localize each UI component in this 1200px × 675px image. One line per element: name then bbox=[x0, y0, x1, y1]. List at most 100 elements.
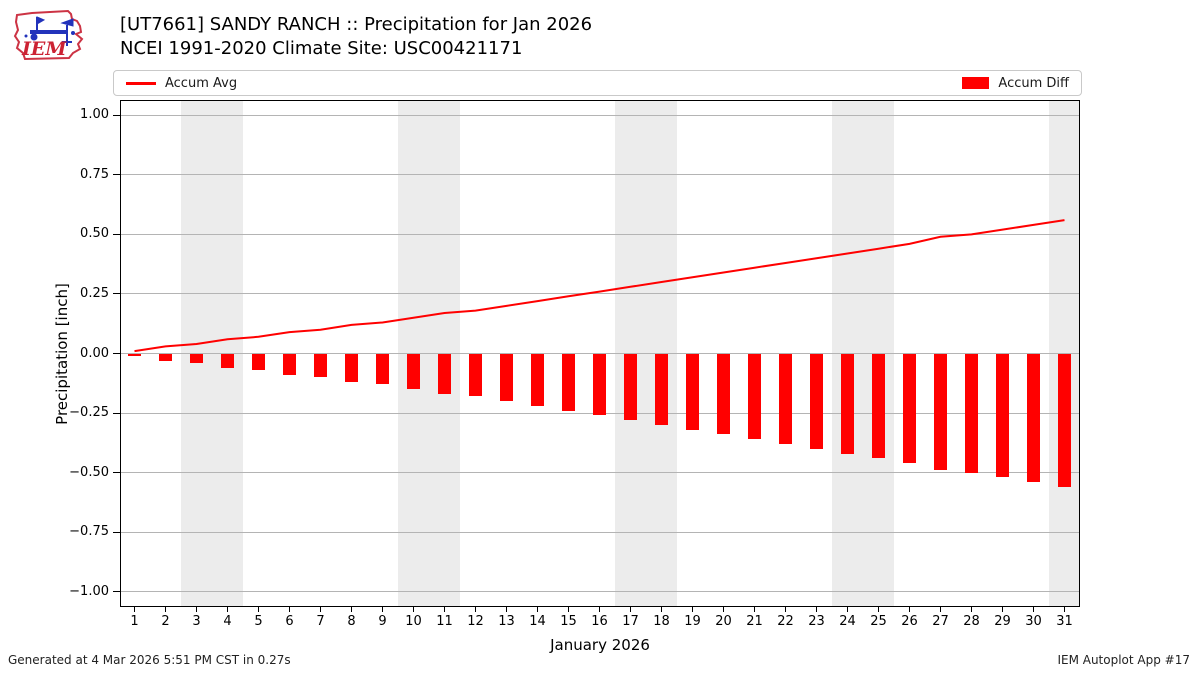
y-tick-mark bbox=[113, 531, 120, 533]
accum-diff-bar bbox=[562, 353, 575, 411]
x-tick-mark bbox=[289, 607, 290, 612]
gridline bbox=[121, 531, 1079, 533]
x-tick-mark bbox=[351, 607, 352, 612]
y-tick-mark bbox=[113, 353, 120, 354]
legend-accum-diff-label: Accum Diff bbox=[998, 75, 1069, 91]
x-tick-label: 9 bbox=[378, 614, 387, 629]
accum-diff-bar bbox=[283, 353, 296, 375]
accum-diff-bar bbox=[314, 353, 327, 378]
footer-app-text: IEM Autoplot App #17 bbox=[1057, 653, 1190, 667]
y-tick-label: −1.00 bbox=[69, 583, 109, 599]
x-tick-mark bbox=[413, 607, 414, 612]
x-tick-label: 14 bbox=[529, 614, 546, 629]
x-tick-mark bbox=[971, 607, 972, 612]
accum-diff-bar bbox=[934, 353, 947, 471]
accum-avg-line bbox=[134, 219, 1065, 353]
x-tick-label: 23 bbox=[808, 614, 825, 629]
x-tick-mark bbox=[723, 607, 724, 612]
x-tick-mark bbox=[785, 607, 786, 612]
iem-logo: IEM bbox=[13, 9, 84, 61]
gridline bbox=[121, 233, 1079, 235]
x-tick-label: 25 bbox=[870, 614, 887, 629]
y-tick-mark bbox=[113, 412, 120, 414]
accum-diff-bar bbox=[190, 353, 203, 364]
accum-diff-bars-layer bbox=[121, 101, 1079, 606]
legend: Accum Avg Accum Diff bbox=[113, 70, 1082, 96]
y-axis-label: Precipitation [inch] bbox=[53, 283, 71, 425]
x-tick-label: 28 bbox=[963, 614, 980, 629]
footer-generated-text: Generated at 4 Mar 2026 5:51 PM CST in 0… bbox=[8, 653, 291, 667]
x-tick-label: 8 bbox=[347, 614, 356, 629]
y-tick-mark bbox=[113, 293, 120, 295]
accum-avg-line-swatch-icon bbox=[126, 81, 156, 85]
accum-diff-bar bbox=[624, 353, 637, 421]
x-tick-mark bbox=[878, 607, 879, 612]
accum-diff-bar bbox=[500, 353, 513, 402]
accum-diff-bar bbox=[810, 353, 823, 449]
accum-diff-bar bbox=[903, 353, 916, 464]
accum-diff-bar bbox=[1027, 353, 1040, 483]
x-tick-label: 13 bbox=[498, 614, 515, 629]
gridline bbox=[121, 174, 1079, 176]
accum-diff-bar bbox=[717, 353, 730, 435]
x-tick-label: 18 bbox=[653, 614, 670, 629]
x-tick-mark bbox=[661, 607, 662, 612]
accum-diff-bar bbox=[655, 353, 668, 425]
gridline bbox=[121, 591, 1079, 593]
x-tick-mark bbox=[382, 607, 383, 612]
x-tick-mark bbox=[134, 607, 135, 612]
x-tick-mark bbox=[568, 607, 569, 612]
x-tick-label: 7 bbox=[316, 614, 325, 629]
x-tick-label: 30 bbox=[1025, 614, 1042, 629]
weather-station-icon bbox=[24, 16, 75, 46]
x-axis-label: January 2026 bbox=[550, 636, 650, 654]
x-tick-label: 20 bbox=[715, 614, 732, 629]
x-tick-label: 11 bbox=[436, 614, 453, 629]
accum-diff-bar bbox=[531, 353, 544, 406]
x-tick-label: 12 bbox=[467, 614, 484, 629]
y-tick-label: 0.25 bbox=[80, 285, 109, 301]
x-tick-mark bbox=[847, 607, 848, 612]
legend-accum-avg-label: Accum Avg bbox=[165, 75, 238, 91]
x-tick-mark bbox=[599, 607, 600, 612]
accum-diff-bar bbox=[593, 353, 606, 416]
x-tick-label: 24 bbox=[839, 614, 856, 629]
y-tick-label: 1.00 bbox=[80, 107, 109, 123]
x-tick-label: 21 bbox=[746, 614, 763, 629]
x-tick-label: 4 bbox=[223, 614, 232, 629]
legend-accum-avg: Accum Avg bbox=[126, 76, 237, 91]
accum-diff-bar bbox=[128, 353, 141, 356]
chart-title: [UT7661] SANDY RANCH :: Precipitation fo… bbox=[120, 14, 593, 35]
x-tick-label: 29 bbox=[994, 614, 1011, 629]
y-tick-label: −0.25 bbox=[69, 405, 109, 421]
x-tick-label: 26 bbox=[901, 614, 918, 629]
x-tick-label: 22 bbox=[777, 614, 794, 629]
y-tick-label: −0.75 bbox=[69, 524, 109, 540]
x-tick-label: 5 bbox=[254, 614, 263, 629]
x-tick-label: 2 bbox=[161, 614, 170, 629]
x-tick-label: 19 bbox=[684, 614, 701, 629]
accum-diff-bar bbox=[841, 353, 854, 454]
accum-diff-bar bbox=[748, 353, 761, 440]
y-tick-mark bbox=[113, 472, 120, 474]
x-tick-mark bbox=[227, 607, 228, 612]
y-tick-label: −0.50 bbox=[69, 464, 109, 480]
x-tick-label: 6 bbox=[285, 614, 294, 629]
x-tick-mark bbox=[940, 607, 941, 612]
legend-accum-diff: Accum Diff bbox=[962, 76, 1069, 91]
y-tick-mark bbox=[113, 114, 120, 116]
x-tick-mark bbox=[537, 607, 538, 612]
x-tick-mark bbox=[692, 607, 693, 612]
accum-diff-bar bbox=[345, 353, 358, 383]
x-tick-mark bbox=[1033, 607, 1034, 612]
x-tick-mark bbox=[320, 607, 321, 612]
x-tick-mark bbox=[506, 607, 507, 612]
x-tick-mark bbox=[196, 607, 197, 612]
x-tick-label: 17 bbox=[622, 614, 639, 629]
chart-subtitle: NCEI 1991-2020 Climate Site: USC00421171 bbox=[120, 38, 523, 59]
x-tick-label: 1 bbox=[130, 614, 139, 629]
gridline bbox=[121, 472, 1079, 474]
plot-area bbox=[120, 100, 1080, 607]
accum-diff-bar bbox=[965, 353, 978, 473]
